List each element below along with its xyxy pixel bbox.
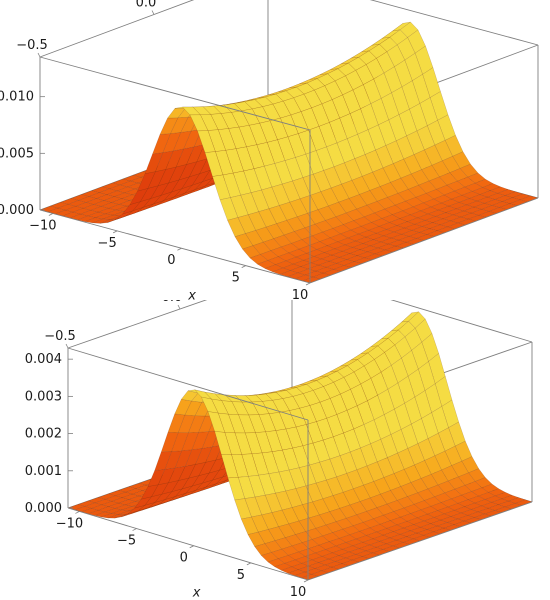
- surface-mesh: [67, 311, 533, 581]
- box-edge-top-back: [390, 300, 533, 343]
- x-axis-label: x: [187, 288, 196, 300]
- x-tick-label: −10: [56, 516, 83, 531]
- y-axis-label: y: [126, 0, 135, 1]
- box-edge-bottom-front: [39, 209, 311, 284]
- box-edge-bottom-front: [67, 507, 309, 581]
- surface-plot-bottom: −10−50510x−0.50.00.5y0.0000.0010.0020.00…: [0, 300, 550, 600]
- x-tick-label: −5: [98, 236, 117, 251]
- box-edge-top-left: [67, 300, 208, 349]
- z-tick-label: 0.004: [25, 352, 62, 367]
- box-edge-top-front: [39, 56, 311, 131]
- x-tick-mark: [48, 213, 54, 216]
- x-tick-mark: [303, 579, 309, 583]
- y-tick-label: −0.5: [16, 38, 48, 53]
- x-tick-label: 5: [232, 271, 240, 286]
- x-tick-mark: [75, 511, 80, 514]
- y-tick-label: 0.0: [162, 300, 183, 305]
- y-tick-mark: [151, 10, 155, 15]
- x-tick-mark: [241, 265, 246, 268]
- y-tick-label: −0.5: [44, 329, 76, 344]
- z-tick-label: 0.000: [25, 501, 62, 516]
- z-tick-label: 0.002: [25, 427, 62, 442]
- box-edge-top-front: [67, 347, 309, 421]
- surface-mesh: [39, 21, 539, 284]
- x-tick-label: 10: [292, 288, 309, 300]
- y-tick-mark: [177, 304, 181, 310]
- y-tick-mark: [37, 52, 41, 58]
- x-tick-label: 5: [237, 568, 245, 583]
- x-tick-label: 0: [167, 253, 175, 268]
- x-tick-mark: [177, 247, 182, 251]
- z-tick-label: 0.010: [0, 90, 34, 105]
- x-tick-label: 0: [180, 551, 188, 566]
- x-tick-mark: [112, 230, 118, 234]
- box-edge-bottom-right: [309, 197, 539, 284]
- box-edge-bottom-right: [307, 501, 533, 581]
- y-tick-label: 0.0: [136, 0, 157, 11]
- x-tick-mark: [189, 545, 194, 549]
- box-edge-top-back: [369, 0, 539, 46]
- x-tick-label: −5: [117, 534, 136, 549]
- x-tick-mark: [132, 528, 137, 531]
- x-axis-label: x: [192, 586, 201, 600]
- x-tick-label: −10: [29, 218, 56, 233]
- z-tick-label: 0.001: [25, 464, 62, 479]
- surface-plot-bottom-canvas: −10−50510x−0.50.00.5y0.0000.0010.0020.00…: [25, 300, 533, 600]
- z-tick-label: 0.005: [0, 146, 34, 161]
- z-tick-label: 0.003: [25, 389, 62, 404]
- x-tick-label: 10: [290, 585, 307, 600]
- z-tick-label: 0.000: [0, 203, 34, 218]
- y-tick-mark: [65, 343, 69, 349]
- x-tick-mark: [246, 562, 252, 566]
- x-tick-mark: [305, 282, 311, 286]
